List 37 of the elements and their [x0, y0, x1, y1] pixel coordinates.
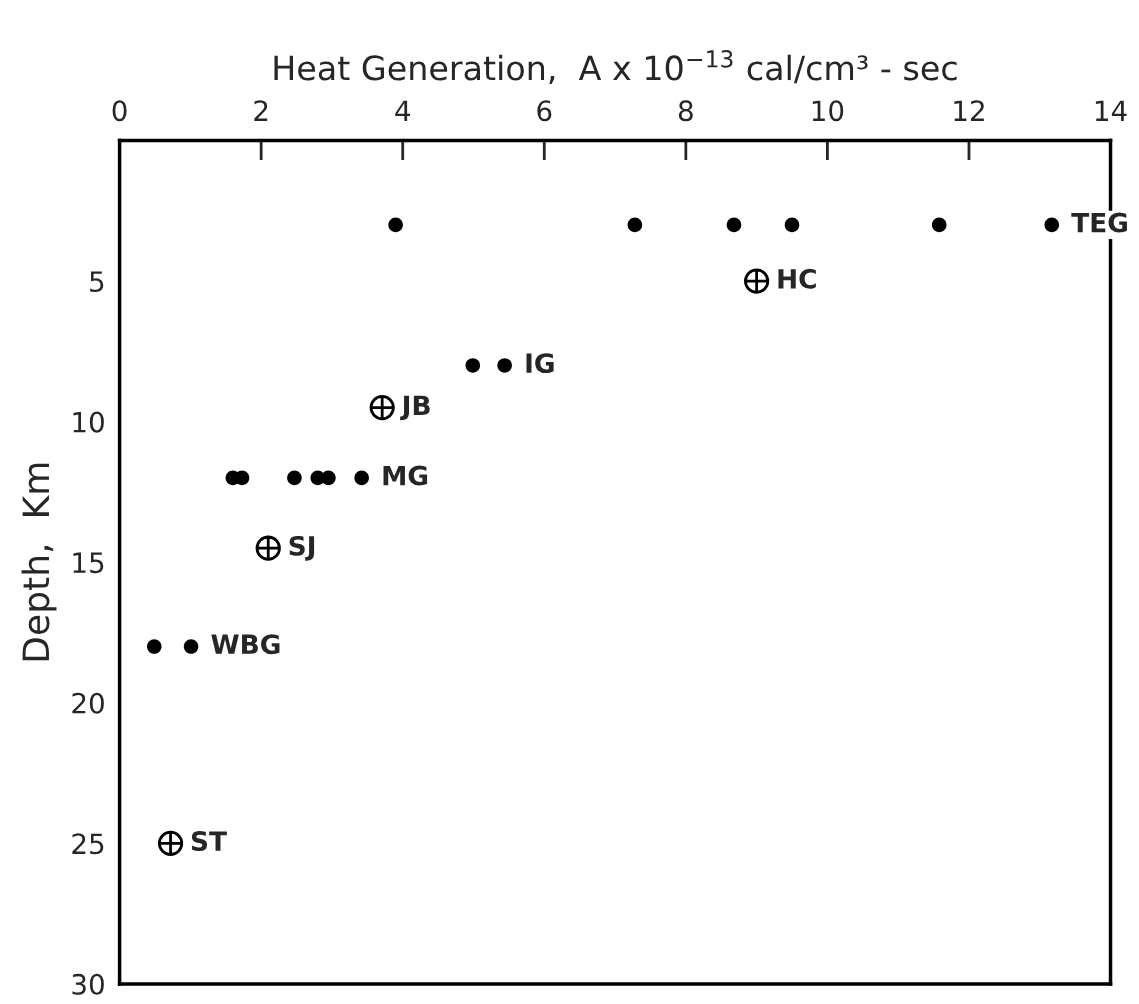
point: [465, 358, 481, 373]
x-tick-label: 12: [954, 100, 984, 121]
y-tick-label: 30: [72, 973, 104, 995]
point: [388, 217, 403, 233]
annotation: SJ: [289, 535, 315, 561]
point: [627, 217, 643, 233]
annotation: IG: [526, 353, 554, 374]
y-tick-label: 15: [73, 552, 104, 574]
annotation: ST: [191, 831, 227, 852]
point: [321, 470, 336, 486]
point: [784, 217, 800, 233]
y-axis-title: Depth, Km: [21, 463, 57, 661]
annotation: JB: [400, 395, 430, 421]
x-axis-title: Heat Generation, A x 10$^{−13}$ cal/cm³ - sec: [274, 50, 957, 84]
annotation: WBG: [211, 634, 280, 655]
annotation: TEG: [1071, 212, 1127, 233]
point: [287, 470, 302, 486]
y-tick-label: 5: [90, 271, 104, 293]
x-tick-label: 14: [1095, 100, 1127, 121]
y-tick-label: 20: [72, 692, 104, 714]
point: [146, 639, 162, 654]
point: [497, 358, 512, 373]
y-tick-label: 25: [72, 833, 104, 855]
annotation: HC: [778, 268, 816, 289]
x-tick-label: 2: [254, 100, 268, 121]
point: [726, 217, 742, 233]
point: [931, 217, 947, 233]
point: [354, 470, 369, 486]
x-tick-label: 6: [537, 100, 552, 122]
x-tick-label: 0: [112, 100, 127, 122]
x-tick-label: 8: [678, 100, 693, 122]
point: [183, 639, 199, 654]
point: [1044, 217, 1060, 233]
x-tick-label: 4: [395, 100, 410, 121]
annotation: MG: [383, 465, 428, 486]
x-tick-label: 10: [812, 100, 844, 122]
y-tick-label: 10: [73, 411, 104, 433]
